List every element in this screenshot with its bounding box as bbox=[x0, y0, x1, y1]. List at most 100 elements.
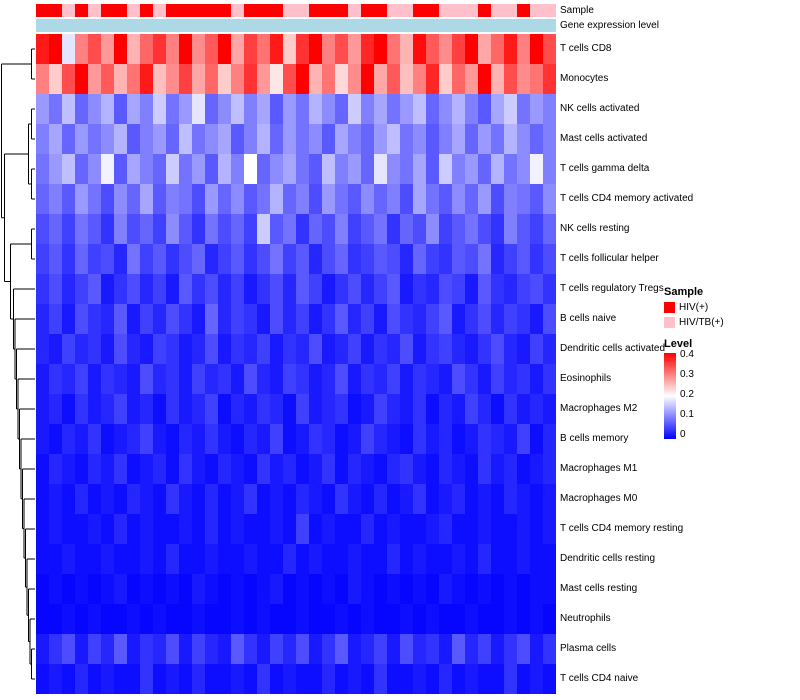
heatmap-cell bbox=[465, 34, 478, 64]
heatmap-cell bbox=[478, 604, 491, 634]
heatmap-cell bbox=[296, 454, 309, 484]
heatmap-cell bbox=[452, 664, 465, 694]
heatmap-cell bbox=[452, 304, 465, 334]
heatmap-cell bbox=[140, 274, 153, 304]
heatmap-cell bbox=[426, 604, 439, 634]
heatmap-cell bbox=[361, 184, 374, 214]
heatmap-cell bbox=[387, 454, 400, 484]
heatmap-cell bbox=[335, 304, 348, 334]
heatmap-cell bbox=[335, 484, 348, 514]
heatmap-cell bbox=[517, 544, 530, 574]
heatmap-cell bbox=[49, 64, 62, 94]
heatmap-cell bbox=[543, 604, 556, 634]
heatmap-cell bbox=[257, 574, 270, 604]
sample-annotation-cell bbox=[75, 4, 88, 17]
heatmap-cell bbox=[244, 304, 257, 334]
row-label: T cells CD4 naive bbox=[560, 673, 639, 684]
heatmap-cell bbox=[140, 64, 153, 94]
heatmap-cell bbox=[504, 574, 517, 604]
row-label: Macrophages M0 bbox=[560, 493, 638, 504]
heatmap-cell bbox=[426, 394, 439, 424]
heatmap-cell bbox=[400, 634, 413, 664]
heatmap-cell bbox=[270, 454, 283, 484]
legend-item-hivtb: HIV/TB(+) bbox=[664, 316, 798, 329]
heatmap-cell bbox=[231, 154, 244, 184]
heatmap-cell bbox=[361, 34, 374, 64]
heatmap-cell bbox=[478, 214, 491, 244]
heatmap-cell bbox=[387, 544, 400, 574]
heatmap-cell bbox=[140, 634, 153, 664]
heatmap-cell bbox=[452, 574, 465, 604]
heatmap-cell bbox=[296, 304, 309, 334]
heatmap-cell bbox=[88, 364, 101, 394]
heatmap-cell bbox=[49, 34, 62, 64]
heatmap-cell bbox=[361, 274, 374, 304]
heatmap-cell bbox=[335, 154, 348, 184]
heatmap-cell bbox=[387, 274, 400, 304]
heatmap-cell bbox=[439, 154, 452, 184]
heatmap-cell bbox=[36, 394, 49, 424]
heatmap-cell bbox=[478, 424, 491, 454]
heatmap-cell bbox=[361, 574, 374, 604]
heatmap-cell bbox=[140, 364, 153, 394]
heatmap-cell bbox=[192, 94, 205, 124]
heatmap-cell bbox=[283, 364, 296, 394]
heatmap-cell bbox=[413, 274, 426, 304]
heatmap-cell bbox=[361, 664, 374, 694]
heatmap-cell bbox=[335, 664, 348, 694]
level-ticks: 0.4 0.3 0.2 0.1 0 bbox=[680, 350, 694, 440]
heatmap-cell bbox=[231, 514, 244, 544]
sample-annotation-cell bbox=[374, 4, 387, 17]
heatmap-cell bbox=[62, 334, 75, 364]
heatmap-cell bbox=[205, 634, 218, 664]
heatmap-cell bbox=[153, 244, 166, 274]
heatmap-cell bbox=[465, 214, 478, 244]
heatmap-cell bbox=[491, 364, 504, 394]
heatmap-cell bbox=[387, 574, 400, 604]
heatmap-cell bbox=[400, 214, 413, 244]
heatmap-cell bbox=[231, 544, 244, 574]
heatmap-cell bbox=[114, 574, 127, 604]
heatmap-cell bbox=[348, 244, 361, 274]
heatmap-cell bbox=[179, 574, 192, 604]
heatmap-cell bbox=[478, 394, 491, 424]
heatmap-cell bbox=[179, 184, 192, 214]
heatmap-cell bbox=[504, 424, 517, 454]
heatmap-cell bbox=[244, 244, 257, 274]
heatmap-cell bbox=[413, 424, 426, 454]
heatmap-cell bbox=[283, 604, 296, 634]
heatmap-cell bbox=[452, 424, 465, 454]
heatmap-cell bbox=[517, 484, 530, 514]
sample-annotation-cell bbox=[530, 4, 543, 17]
heatmap-cell bbox=[439, 64, 452, 94]
sample-annotation-cell bbox=[257, 4, 270, 17]
heatmap-cell bbox=[322, 544, 335, 574]
heatmap-cell bbox=[400, 94, 413, 124]
heatmap-cell bbox=[257, 304, 270, 334]
heatmap-cell bbox=[413, 34, 426, 64]
heatmap-cell bbox=[218, 394, 231, 424]
heatmap-cell bbox=[465, 64, 478, 94]
heatmap-cell bbox=[49, 514, 62, 544]
heatmap-cell bbox=[114, 604, 127, 634]
heatmap-cell bbox=[361, 454, 374, 484]
heatmap-cell bbox=[114, 424, 127, 454]
heatmap-cell bbox=[465, 184, 478, 214]
heatmap-cell bbox=[348, 424, 361, 454]
heatmap-cell bbox=[153, 154, 166, 184]
heatmap-cell bbox=[452, 274, 465, 304]
heatmap-cell bbox=[179, 244, 192, 274]
heatmap-cell bbox=[127, 364, 140, 394]
heatmap-cell bbox=[374, 274, 387, 304]
row-label: T cells CD4 memory resting bbox=[560, 523, 684, 534]
heatmap-cell bbox=[49, 244, 62, 274]
heatmap-cell bbox=[491, 184, 504, 214]
heatmap-cell bbox=[400, 364, 413, 394]
heatmap-cell bbox=[140, 544, 153, 574]
heatmap-cell bbox=[426, 484, 439, 514]
heatmap-cell bbox=[192, 604, 205, 634]
heatmap-cell bbox=[322, 604, 335, 634]
heatmap-cell bbox=[153, 514, 166, 544]
heatmap-cell bbox=[166, 244, 179, 274]
heatmap-cell bbox=[270, 334, 283, 364]
